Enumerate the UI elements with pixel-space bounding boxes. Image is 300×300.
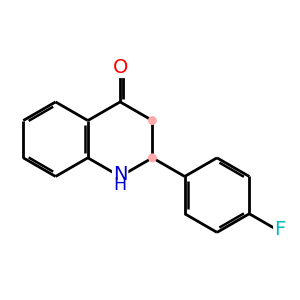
Circle shape (149, 154, 156, 162)
Text: N: N (113, 166, 128, 184)
Text: F: F (274, 220, 285, 239)
Text: H: H (114, 176, 127, 194)
Circle shape (149, 117, 156, 124)
Text: O: O (112, 58, 128, 77)
